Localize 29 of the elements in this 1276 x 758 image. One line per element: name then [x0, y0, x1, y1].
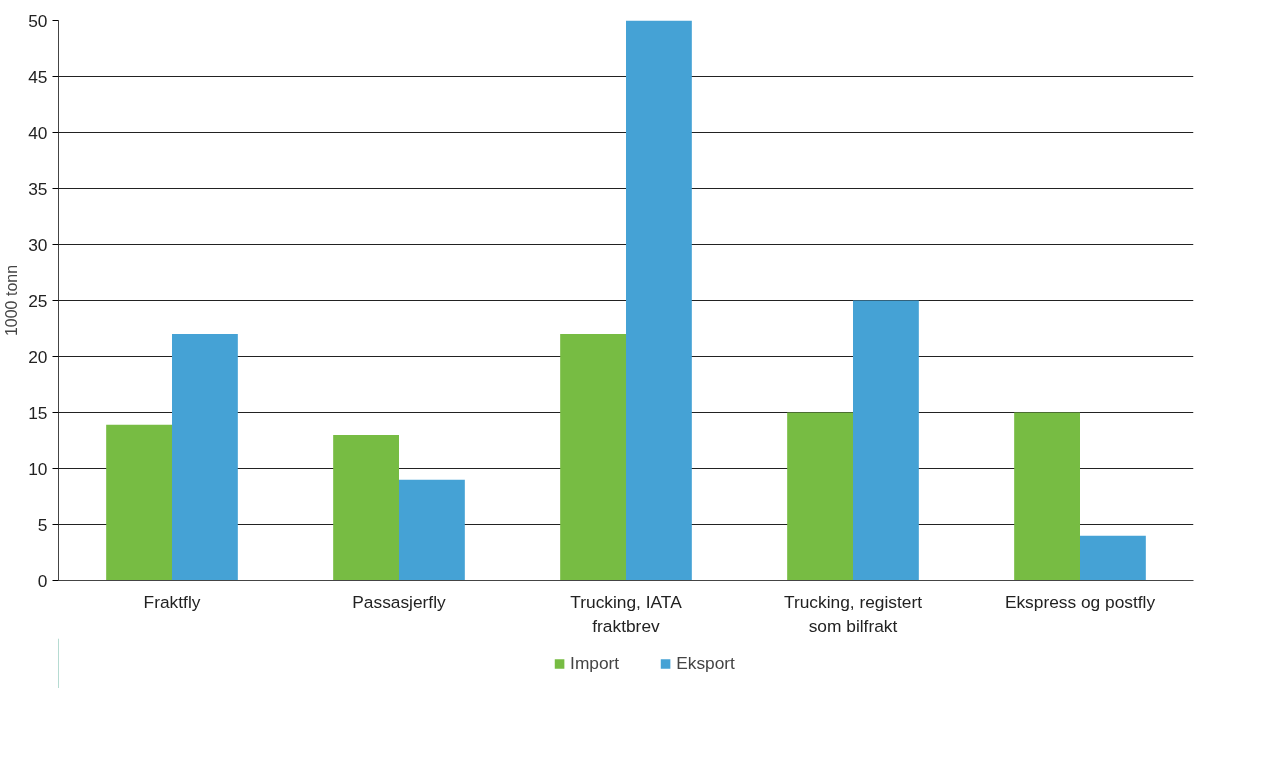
bar [787, 412, 853, 581]
bar [560, 334, 626, 581]
legend-label: Import [570, 652, 620, 674]
y-tick-label: 30 [28, 234, 48, 255]
y-tick-label: 5 [37, 514, 48, 535]
bar [853, 300, 919, 581]
x-tick-label: Trucking, registert som bilfrakt [783, 591, 923, 636]
y-tick-label: 50 [28, 10, 48, 31]
bar [399, 479, 465, 581]
bar [172, 334, 238, 581]
bar [333, 434, 399, 581]
bar [106, 424, 172, 581]
y-tick-label: 25 [28, 290, 48, 311]
y-tick-label: 10 [28, 458, 48, 479]
x-tick-label: Fraktfly [143, 591, 201, 612]
y-tick-label: 15 [28, 402, 48, 423]
y-tick-label: 40 [28, 122, 48, 143]
y-tick-label: 20 [28, 346, 48, 367]
y-tick-label: 45 [28, 66, 48, 87]
y-tick-label: 0 [37, 570, 48, 591]
bar [1080, 535, 1146, 581]
bar [1014, 412, 1080, 581]
x-tick-label: Passasjerfly [352, 591, 447, 612]
y-tick-label: 35 [28, 178, 48, 199]
x-tick-label: Ekspress og postfly [1004, 591, 1156, 612]
legend-label: Eksport [676, 652, 735, 674]
y-axis-title: 1000 tonn [3, 264, 21, 337]
bar [626, 20, 692, 581]
x-tick-label: Trucking, IATA fraktbrev [570, 591, 683, 636]
